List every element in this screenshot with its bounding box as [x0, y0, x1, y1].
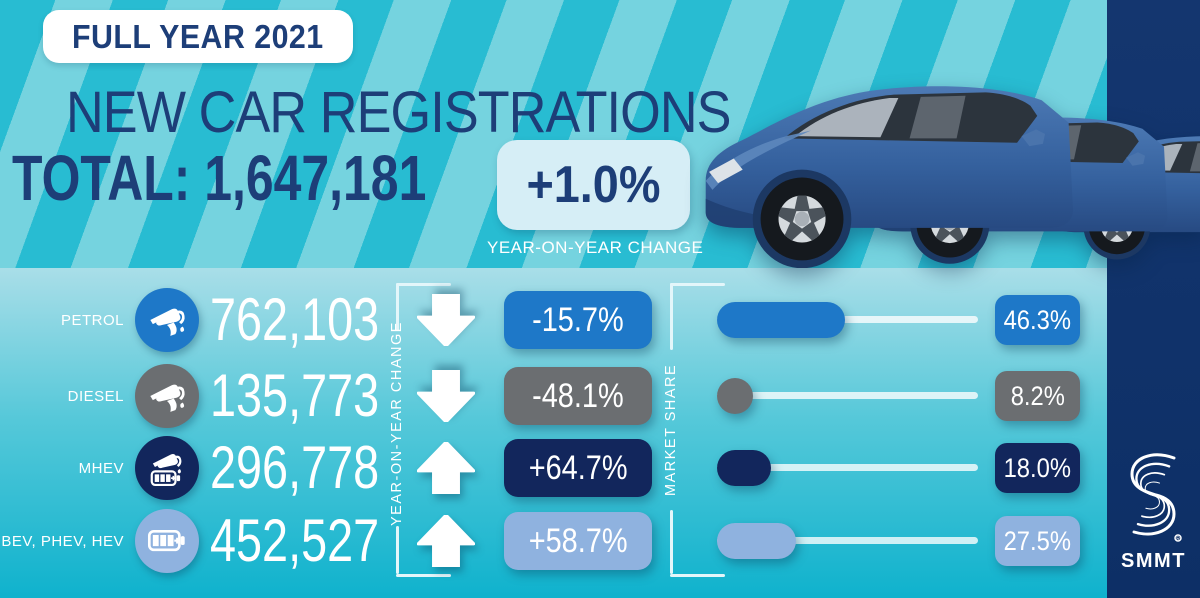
yoy-change-badge: -48.1% [504, 367, 652, 425]
yoy-bracket-line [396, 526, 399, 574]
market-share-bracket-top [670, 283, 725, 286]
market-share-bracket-line [670, 283, 673, 350]
yoy-change-badge: +64.7% [504, 439, 652, 497]
yoy-bracket-top [396, 283, 451, 286]
yoy-change-badge: +58.7% [504, 512, 652, 570]
yoy-bracket-bottom [396, 574, 451, 577]
smmt-logo-text: SMMT [1121, 550, 1186, 572]
brand-sidebar [1107, 0, 1200, 598]
diesel-pump-icon [135, 364, 199, 428]
period-label: FULL YEAR 2021 [72, 17, 324, 55]
fuel-row-bev-phev-hev: BEV, PHEV, HEV 452,527 +58.7% 27.5% [0, 504, 1107, 578]
market-share-fill [717, 450, 771, 486]
market-share-badge: 8.2% [995, 371, 1080, 421]
market-share-bracket-bottom [670, 574, 725, 577]
registrations-value: 296,778 [210, 434, 380, 501]
fuel-type-label: MHEV [78, 459, 124, 477]
market-share-badge: 18.0% [995, 443, 1080, 493]
market-share-bracket-line [670, 510, 673, 574]
market-share-fill [717, 523, 796, 559]
fuel-type-label: DIESEL [67, 387, 124, 405]
market-share-track [717, 537, 978, 544]
fuel-row-mhev: MHEV 296,778 [0, 431, 1107, 505]
total-change-value: +1.0% [526, 156, 661, 214]
market-share-fill [717, 302, 845, 338]
registrations-value: 762,103 [210, 286, 380, 353]
total-change-badge: +1.0% [497, 140, 690, 230]
market-share-track [717, 464, 978, 471]
hybrid-pump-battery-icon [135, 436, 199, 500]
smmt-logo: R [1120, 448, 1184, 544]
yoy-change-badge: -15.7% [504, 291, 652, 349]
trend-down-arrow-icon [416, 368, 476, 424]
yoy-bracket-line [396, 283, 399, 331]
trend-up-arrow-icon [416, 513, 476, 569]
page-title: NEW CAR REGISTRATIONS [66, 80, 731, 145]
fuel-type-label: BEV, PHEV, HEV [1, 532, 124, 550]
car-illustration [695, 56, 1200, 268]
market-share-badge: 27.5% [995, 516, 1080, 566]
fuel-row-petrol: PETROL 762,103 -15.7% 46.3% [0, 283, 1107, 357]
market-share-track [717, 316, 978, 323]
market-share-fill [717, 378, 753, 414]
petrol-pump-icon [135, 288, 199, 352]
market-share-track [717, 392, 978, 399]
period-badge: FULL YEAR 2021 [43, 10, 353, 63]
fuel-row-diesel: DIESEL 135,773 -48.1% 8.2% [0, 359, 1107, 433]
trend-up-arrow-icon [416, 440, 476, 496]
fuel-type-label: PETROL [60, 311, 124, 329]
market-share-badge: 46.3% [995, 295, 1080, 345]
registrations-value: 135,773 [210, 362, 380, 429]
svg-text:R: R [1176, 537, 1180, 543]
registrations-value: 452,527 [210, 507, 380, 574]
trend-down-arrow-icon [416, 292, 476, 348]
total-registrations: TOTAL: 1,647,181 [12, 142, 427, 214]
ev-battery-icon [135, 509, 199, 573]
total-change-caption: YEAR-ON-YEAR CHANGE [487, 238, 704, 257]
